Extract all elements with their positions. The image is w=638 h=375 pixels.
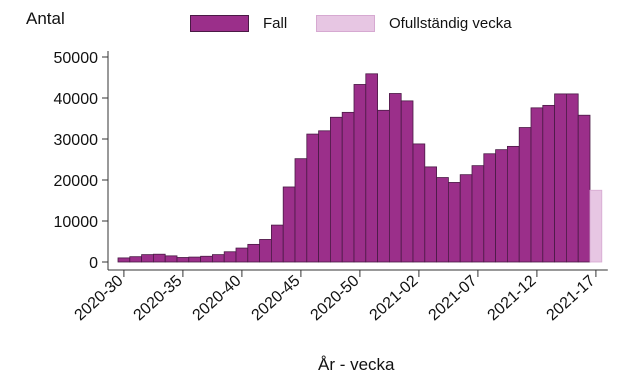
bar-fall: [388, 93, 402, 263]
y-tick-label: 50000: [54, 50, 99, 67]
bar-fall: [152, 253, 166, 263]
bar-fall: [412, 143, 426, 263]
bar-fall: [117, 257, 131, 263]
bar-fall: [495, 149, 508, 263]
x-axis-title: År - vecka: [318, 355, 395, 374]
bar-fall: [447, 182, 461, 263]
bar-fall: [518, 127, 532, 263]
bar-fall: [164, 255, 178, 263]
x-tick-label: 2020-40: [190, 272, 245, 324]
bar-fall: [270, 224, 284, 263]
x-tick-label: 2021-07: [426, 272, 481, 324]
bar-fall: [459, 174, 473, 263]
x-tick-label: 2021-02: [367, 272, 422, 324]
bar-incomplete: [589, 189, 603, 263]
bar-fall: [377, 109, 390, 263]
x-tick-label: 2020-50: [308, 272, 363, 324]
y-tick-label: 30000: [54, 132, 99, 149]
x-tick-label: 2021-17: [544, 272, 599, 324]
bar-fall: [235, 247, 249, 263]
legend-item-incomplete: Ofullständig vecka: [316, 15, 512, 32]
y-tick-label: 10000: [54, 214, 99, 231]
bar-fall: [329, 116, 343, 263]
bar-fall: [211, 254, 225, 263]
bar-fall: [506, 145, 520, 263]
bar-fall: [424, 166, 437, 263]
bar-fall: [530, 107, 544, 263]
y-axis-title: Antal: [26, 9, 65, 28]
bar-fall: [223, 251, 237, 263]
bar-fall: [318, 130, 331, 263]
bar-fall: [341, 111, 355, 263]
x-tick-label: 2020-30: [72, 272, 127, 324]
bar-fall: [176, 257, 190, 263]
bar-fall: [471, 165, 485, 263]
y-tick-label: 0: [89, 255, 98, 272]
bar-fall: [259, 239, 272, 263]
legend-item-fall: Fall: [190, 15, 287, 32]
x-tick-label: 2021-12: [485, 272, 540, 324]
x-tick-label: 2020-45: [249, 272, 304, 324]
bar-fall: [306, 133, 319, 263]
bar-fall: [353, 84, 367, 263]
bar-fall: [554, 93, 567, 263]
bar-fall: [294, 158, 308, 263]
x-tick-label: 2020-35: [131, 272, 186, 324]
bar-fall: [129, 256, 143, 263]
bar-fall: [141, 254, 154, 263]
bar-fall: [188, 256, 202, 263]
bar-fall: [200, 255, 213, 263]
bar-fall: [436, 177, 449, 263]
bar-fall: [483, 153, 496, 263]
bar-fall: [566, 93, 579, 263]
bar-fall: [247, 243, 261, 263]
bar-fall: [365, 73, 378, 263]
legend-swatch-incomplete: [316, 15, 375, 32]
bar-fall: [282, 186, 296, 263]
y-tick-label: 20000: [54, 173, 99, 190]
bar-fall: [542, 104, 555, 263]
bar-fall: [577, 114, 591, 263]
legend-label-fall: Fall: [263, 15, 288, 32]
bar-fall: [400, 100, 414, 263]
legend-swatch-fall: [190, 15, 249, 32]
y-tick-label: 40000: [54, 91, 99, 108]
legend-label-incomplete: Ofullständig vecka: [389, 15, 512, 32]
